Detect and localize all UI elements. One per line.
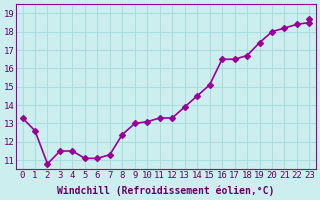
X-axis label: Windchill (Refroidissement éolien,°C): Windchill (Refroidissement éolien,°C) — [57, 185, 275, 196]
